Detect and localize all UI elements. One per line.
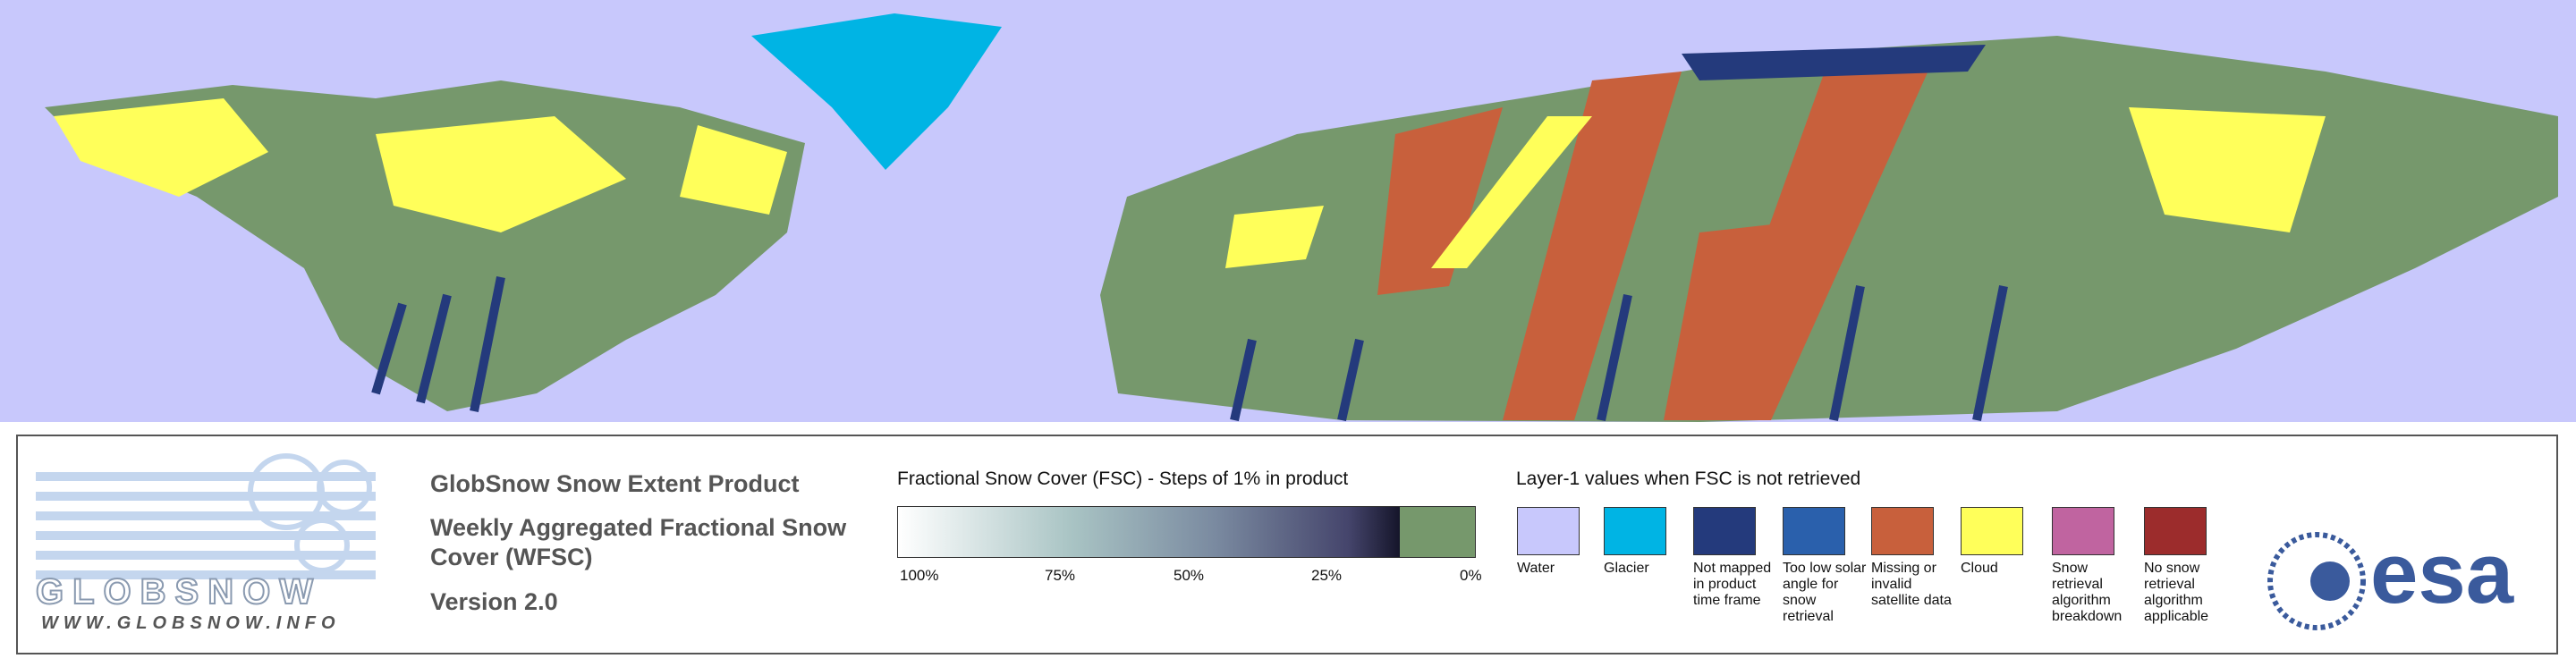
legend-label: Not mapped in product time frame [1693, 561, 1772, 608]
legend-swatch [2052, 507, 2114, 555]
legend-swatch [1517, 507, 1580, 555]
fsc-title: Fractional Snow Cover (FSC) - Steps of 1… [897, 469, 1349, 489]
fsc-tick-label: 25% [1311, 567, 1343, 584]
esa-logo [2267, 532, 2366, 630]
title: GlobSnow Snow Extent Product [430, 470, 800, 497]
legend-swatch [2144, 507, 2207, 555]
fsc-color-bar [897, 506, 1476, 558]
fsc-tick-label: 75% [1045, 567, 1076, 584]
esa-text: esa [2370, 526, 2514, 621]
legend-swatch [1604, 507, 1666, 555]
legend-label: No snow retrieval algorithm applicable [2144, 561, 2209, 624]
map [0, 0, 2576, 422]
legend-box [16, 435, 2558, 654]
layer-title: Layer-1 values when FSC is not retrieved [1516, 469, 1861, 489]
fsc-tick-label: 0% [1460, 567, 1482, 584]
legend-label: Cloud [1961, 561, 1998, 576]
legend-swatch [1961, 507, 2023, 555]
logo-name: GLOBSNOW [35, 571, 322, 612]
logo-url: WWW.GLOBSNOW.INFO [41, 613, 341, 633]
fsc-tick-label: 100% [900, 567, 939, 584]
version: Version 2.0 [430, 588, 558, 615]
legend-label: Water [1517, 561, 1555, 576]
fsc-tick-label: 50% [1174, 567, 1205, 584]
legend-label: Snow retrieval algorithm breakdown [2052, 561, 2123, 624]
subtitle: Weekly Aggregated Fractional Snow Cover … [430, 514, 847, 570]
legend-label: Too low solar angle for snow retrieval [1783, 561, 1867, 624]
globsnow-graphic [36, 453, 376, 579]
legend-swatch [1871, 507, 1934, 555]
legend-swatch [1783, 507, 1845, 555]
legend-swatch [1693, 507, 1756, 555]
legend-label: Missing or invalid satellite data [1871, 561, 1952, 608]
legend-label: Glacier [1604, 561, 1649, 576]
